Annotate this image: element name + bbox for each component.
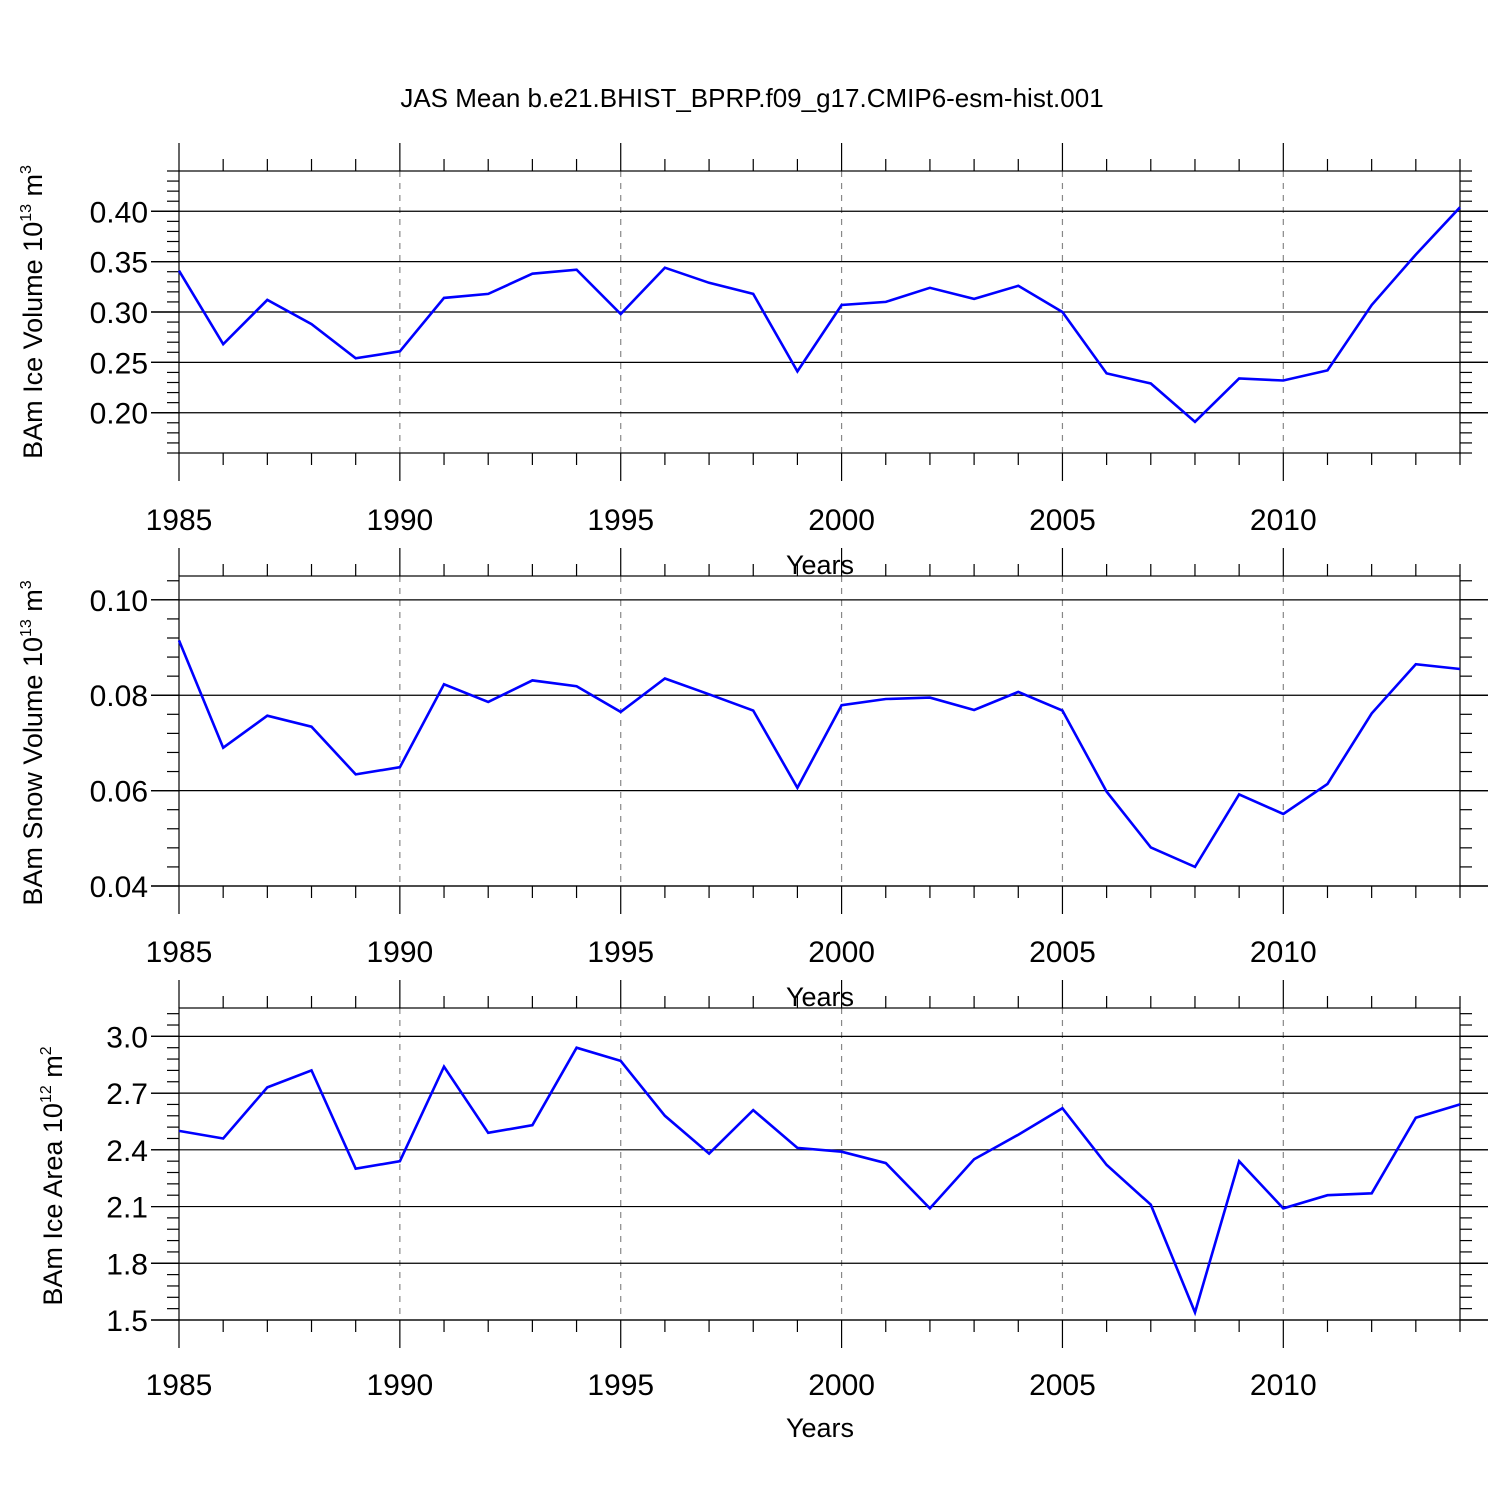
series-line <box>177 206 1461 424</box>
x-tick-label: 1990 <box>366 504 433 537</box>
y-tick-label: 0.06 <box>90 776 148 809</box>
plot-frame <box>178 575 1461 887</box>
series-line <box>178 1046 1461 1317</box>
x-tick-label: 2010 <box>1250 936 1317 969</box>
x-tick-label: 2000 <box>808 1369 875 1402</box>
y-tick-label: 0.08 <box>90 680 148 713</box>
y-tick-label: 2.7 <box>106 1078 148 1111</box>
x-tick-label: 2000 <box>808 504 875 537</box>
y-tick-label: 0.40 <box>90 196 148 229</box>
x-tick-label: 1995 <box>587 936 654 969</box>
x-tick-label: 1990 <box>366 1369 433 1402</box>
plot-frame <box>178 1007 1461 1321</box>
panel-ice-area: 1985 1990 1995 2000 2005 2010 1.5 1.8 2.1 2.4 2.7 3… <box>38 980 1488 1443</box>
x-tick-label: 1995 <box>587 1369 654 1402</box>
panel-snow-volume: 1985 1990 1995 2000 2005 2010 0.04 0.06 0.08 0.10… <box>18 548 1488 1012</box>
y-tick-label: 0.35 <box>90 247 148 280</box>
x-tick-label: 2005 <box>1029 936 1096 969</box>
x-tick-label: 2010 <box>1250 504 1317 537</box>
x-tick-label: 2005 <box>1029 504 1096 537</box>
x-tick-label: 1990 <box>366 936 433 969</box>
x-tick-label: 2010 <box>1250 1369 1317 1402</box>
y-tick-label: 1.8 <box>106 1248 148 1281</box>
panel-ice-volume: 1985 1990 1995 2000 2005 2010 0.20 0.25 0.30 0.35… <box>18 143 1488 537</box>
y-tick-label: 0.20 <box>90 398 148 431</box>
y-tick-label: 0.04 <box>90 871 148 904</box>
figure-title: JAS Mean b.e21.BHIST_BPRP.f09_g17.CMIP6-… <box>400 83 1103 113</box>
y-tick-label: 2.4 <box>106 1135 148 1168</box>
y-axis-label: BAm Ice Volume 1013 m3 <box>18 165 48 459</box>
y-tick-label: 0.30 <box>90 297 148 330</box>
y-tick-label: 1.5 <box>106 1305 148 1338</box>
y-tick-label: 0.25 <box>90 347 148 380</box>
y-tick-label: 0.10 <box>90 585 148 618</box>
y-axis-label: BAm Snow Volume 1013 m3 <box>18 580 48 905</box>
x-axis-label: Years <box>786 1413 854 1443</box>
y-tick-label: 2.1 <box>106 1192 148 1225</box>
x-tick-label: 1995 <box>587 504 654 537</box>
x-tick-label: 1985 <box>146 504 213 537</box>
x-tick-label: 1985 <box>146 936 213 969</box>
series-line <box>177 639 1461 869</box>
x-tick-label: 1985 <box>146 1369 213 1402</box>
x-tick-label: 2000 <box>808 936 875 969</box>
x-tick-label: 2005 <box>1029 1369 1096 1402</box>
y-tick-label: 3.0 <box>106 1021 148 1054</box>
y-axis-label: BAm Ice Area 1012 m2 <box>38 1046 68 1305</box>
